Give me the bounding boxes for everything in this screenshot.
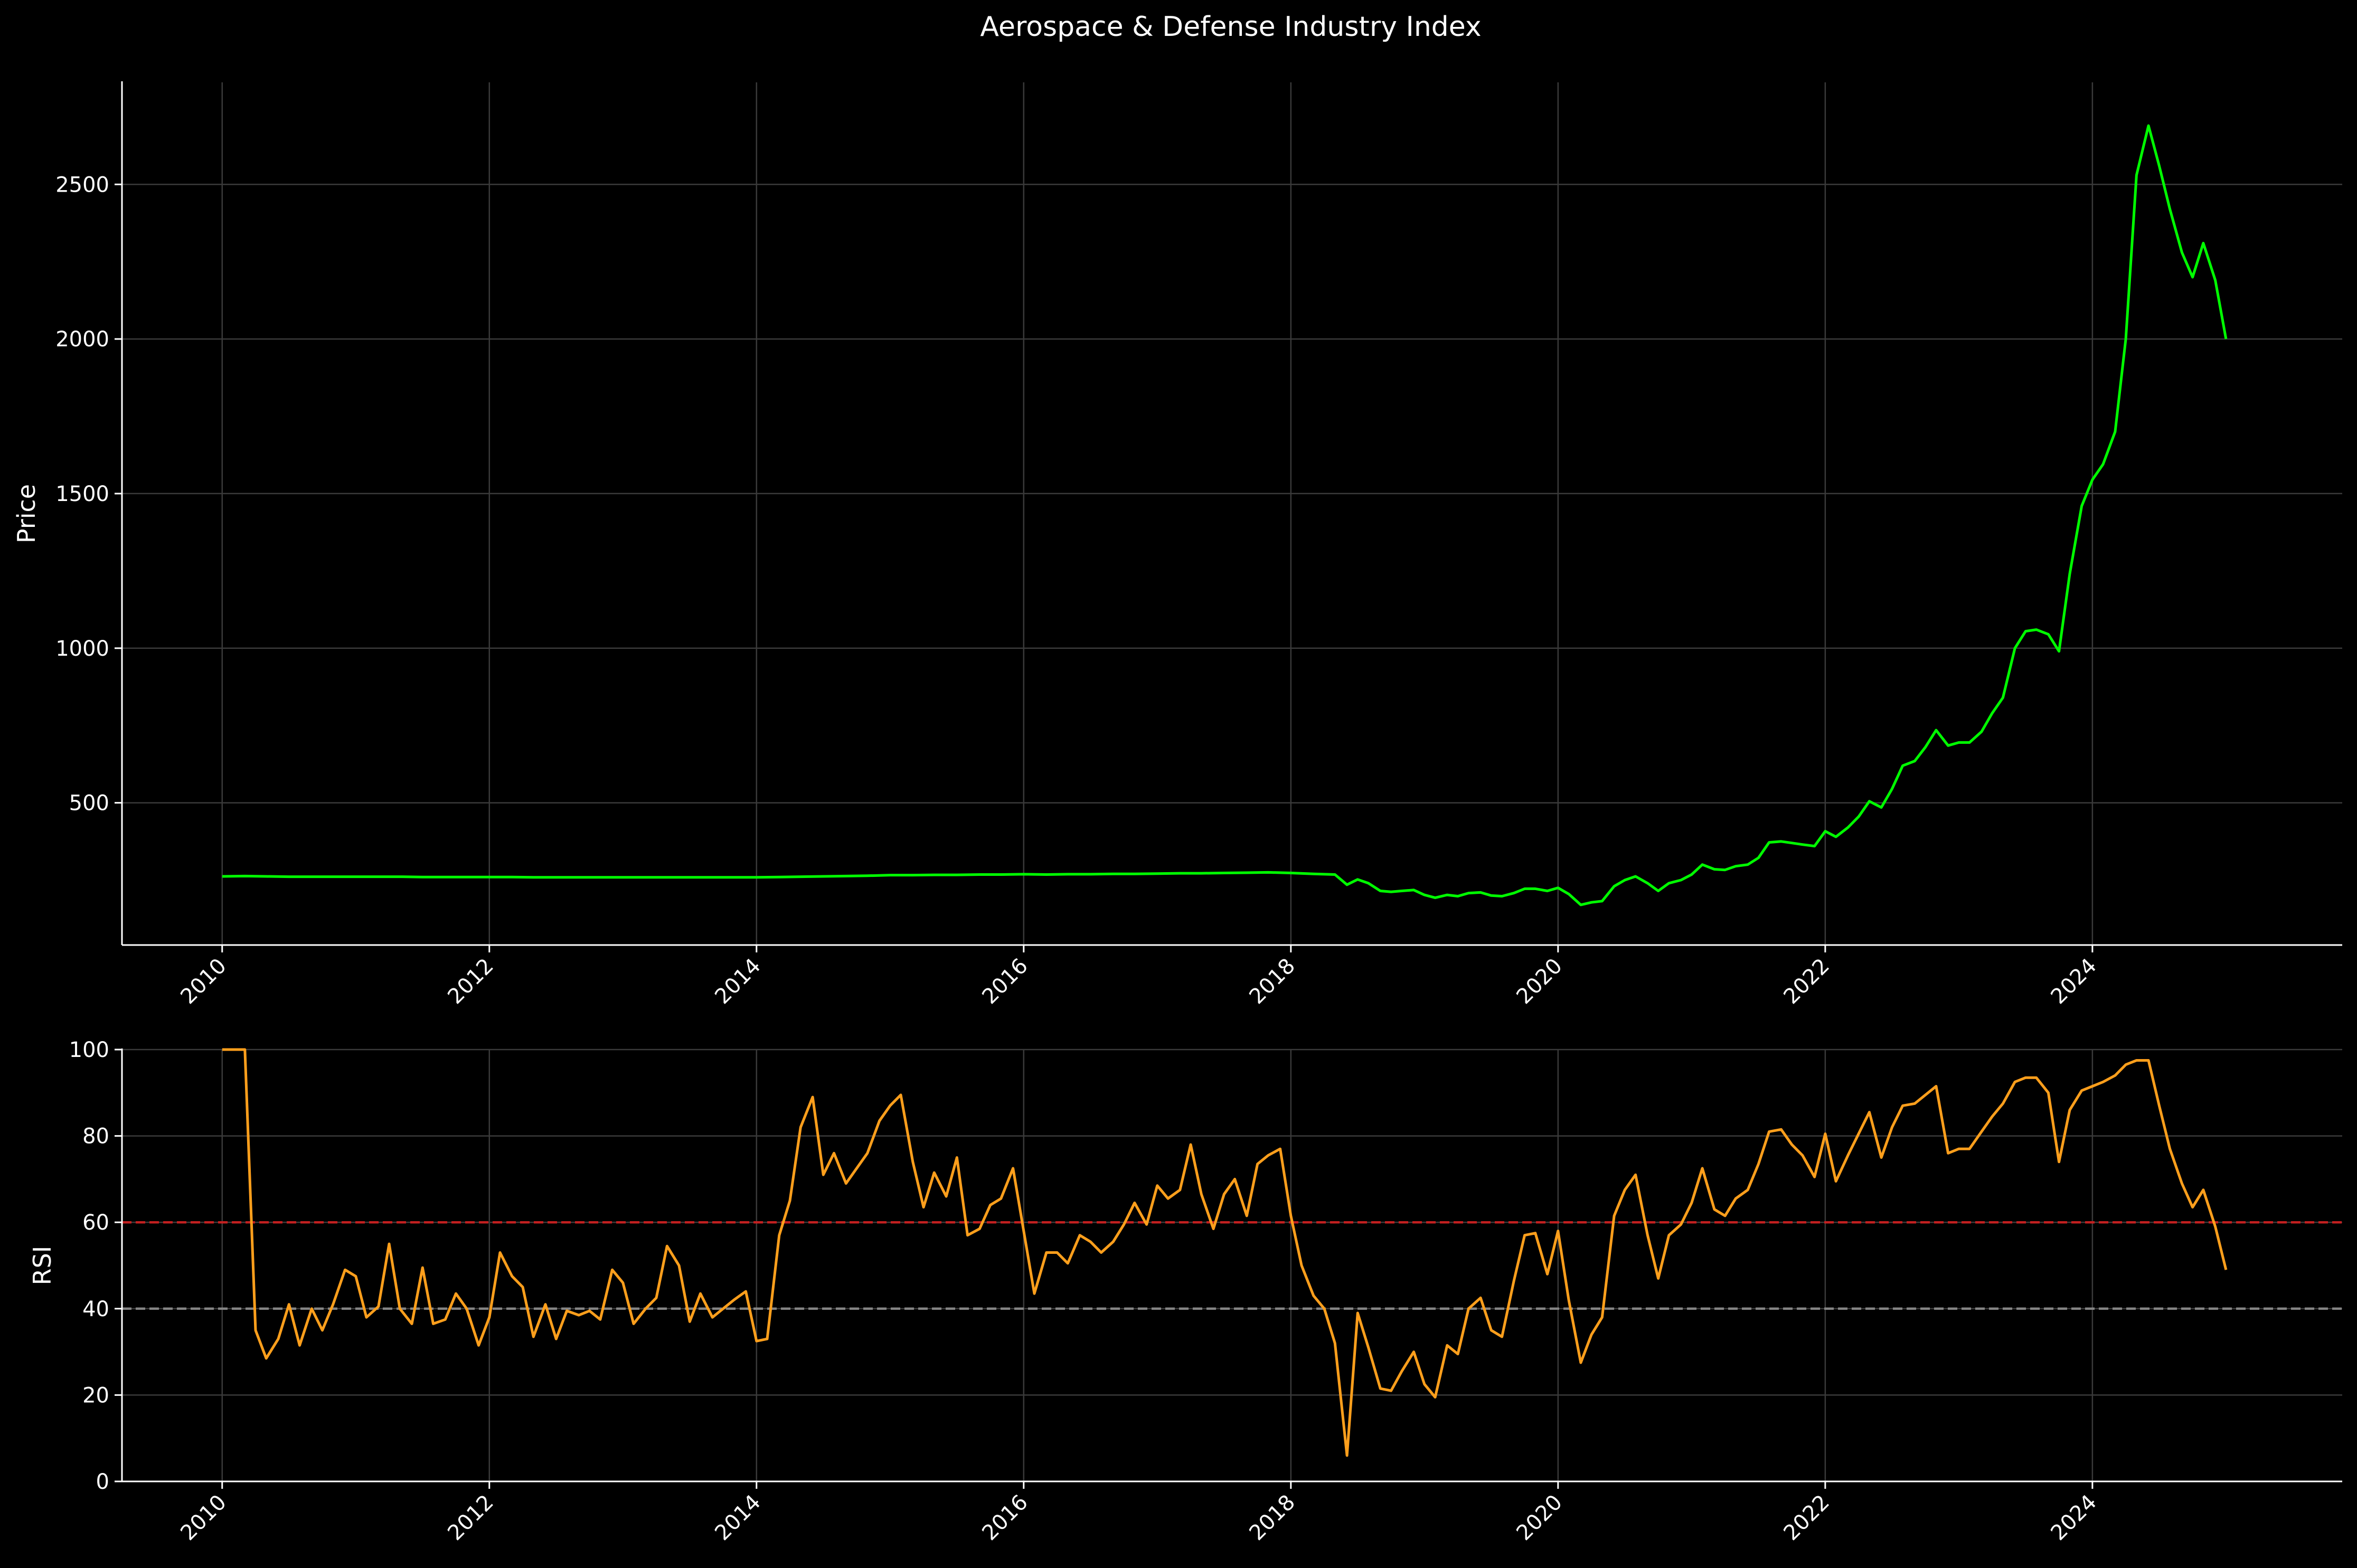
rsi-y-tick-label-100: 100: [69, 1038, 109, 1062]
price-y-tick-label-1000: 1000: [55, 637, 109, 661]
price-y-tick-label-1500: 1500: [55, 482, 109, 506]
rsi-series-line-0: [222, 1048, 2228, 1457]
price-y-tick-label-2000: 2000: [55, 327, 109, 352]
rsi-y-tick-label-20: 20: [82, 1383, 109, 1408]
rsi-y-tick-label-40: 40: [82, 1297, 109, 1321]
rsi-y-tick-label-0: 0: [96, 1470, 109, 1494]
chart-title: Aerospace & Defense Industry Index: [980, 11, 1481, 43]
rsi-y-axis-label: RSI: [28, 1246, 56, 1286]
rsi-y-tick-label-80: 80: [82, 1125, 109, 1149]
price-y-tick-label-2500: 2500: [55, 173, 109, 197]
price-y-axis-label: Price: [12, 484, 41, 543]
price-y-tick-label-500: 500: [69, 791, 109, 816]
rsi-y-tick-label-60: 60: [82, 1211, 109, 1235]
price-series-line-0: [222, 124, 2228, 906]
